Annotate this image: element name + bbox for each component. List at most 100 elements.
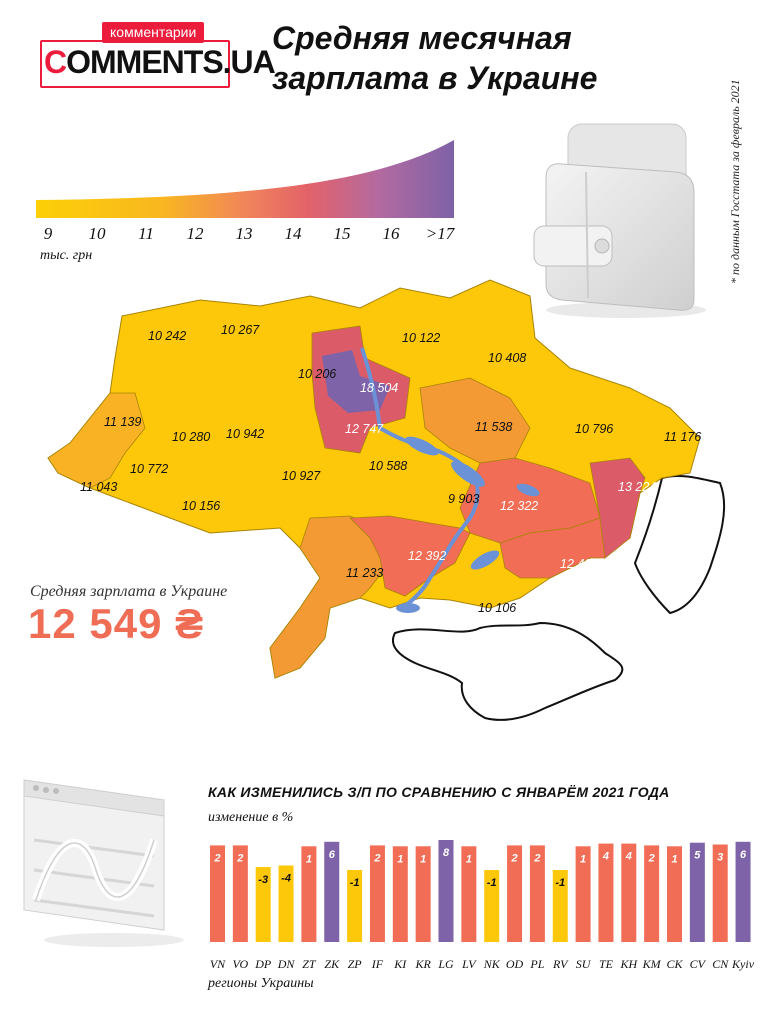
- bar: [621, 843, 637, 942]
- legend-ticks: 9 10 11 12 13 14 15 16 >17: [36, 224, 476, 244]
- bar-data-label: 1: [397, 853, 403, 865]
- map-region-value: 9 903: [448, 492, 479, 506]
- bar-category-label: LG: [437, 957, 454, 971]
- bar-category-label: ZT: [302, 957, 317, 971]
- bar: [507, 845, 523, 942]
- map-region-value: 10 280: [172, 430, 210, 444]
- bar: [484, 870, 500, 942]
- title-line-1: Средняя месячная: [272, 20, 572, 56]
- region-west: [47, 392, 146, 489]
- bar: [347, 870, 363, 942]
- map-labels: 10 242 10 267 10 122 10 206 10 408 18 504 11 1…: [80, 323, 701, 615]
- map-region-value: 11 233: [346, 566, 383, 580]
- bar: [598, 843, 614, 942]
- map-region-value: 10 242: [148, 329, 186, 343]
- map-region-value: 10 106: [478, 601, 516, 615]
- average-value: 12 549 ₴: [28, 600, 205, 647]
- legend-tick: 13: [235, 224, 253, 243]
- bar-data-label: -4: [281, 873, 291, 885]
- legend-tick: >17: [425, 224, 455, 243]
- map-region-value: 10 408: [488, 351, 526, 365]
- legend-tick: 14: [284, 224, 302, 243]
- bar-category-label: NK: [483, 957, 501, 971]
- bar-data-label: 2: [373, 852, 380, 864]
- bar-data-label: 1: [671, 853, 677, 865]
- bar-data-label: 1: [420, 853, 426, 865]
- bar-data-label: 8: [443, 847, 450, 859]
- bar-category-label: CV: [690, 957, 707, 971]
- legend-tick: 15: [333, 224, 351, 243]
- map-region-value: 11 043: [80, 480, 117, 494]
- legend-tick: 10: [88, 224, 106, 243]
- bar: [575, 846, 591, 942]
- bar-data-label: 6: [740, 849, 747, 861]
- crimea-outline: [392, 621, 624, 721]
- bar-data-label: 1: [466, 853, 472, 865]
- bar-data-label: 1: [580, 853, 586, 865]
- ukraine-map: 10 242 10 267 10 122 10 206 10 408 18 504 11 1…: [47, 279, 726, 721]
- map-region-value: 12 322: [500, 499, 538, 513]
- map-region-value: 13 224: [618, 480, 656, 494]
- bar-category-label: IF: [371, 957, 384, 971]
- bar: [735, 841, 751, 942]
- logo: комментарии COMMENTS.UA: [40, 22, 276, 92]
- page-title: Средняя месячная зарплата в Украине: [272, 18, 692, 98]
- source-footnote-text: * по данным Госстата за февраль 2021: [728, 79, 742, 284]
- source-footnote: * по данным Госстата за февраль 2021: [728, 24, 748, 284]
- bar: [392, 846, 408, 942]
- bar-data-label: -1: [487, 877, 497, 889]
- bar: [461, 846, 477, 942]
- donbas-outline: [633, 474, 726, 615]
- bar-category-label: KH: [619, 957, 638, 971]
- map-region-value: 10 156: [182, 499, 220, 513]
- color-legend: 9 10 11 12 13 14 15 16 >17 тыс. грн: [36, 140, 456, 270]
- bar-category-label: KM: [642, 957, 662, 971]
- map-region-value: 10 942: [226, 427, 264, 441]
- bar-data-label: 4: [602, 851, 609, 863]
- chart-xlabel: регионы Украины: [208, 976, 314, 991]
- legend-wedge: [36, 140, 454, 218]
- region-mykolaiv: [349, 515, 471, 597]
- bar-category-label: RV: [552, 957, 569, 971]
- map-region-value: 10 927: [282, 469, 321, 483]
- bar: [644, 845, 660, 942]
- bar-category-label: LV: [461, 957, 477, 971]
- bar-category-label: VN: [210, 957, 226, 971]
- legend-tick: 9: [43, 224, 53, 243]
- bar-data-label: 4: [625, 851, 632, 863]
- bar: [369, 845, 385, 942]
- bar: [689, 842, 705, 942]
- map-region-value: 11 538: [475, 420, 512, 434]
- average-label: Средняя зарплата в Украине: [30, 583, 228, 600]
- map-region-value: 12 392: [408, 549, 446, 563]
- bar-category-label: CN: [712, 957, 729, 971]
- bar-category-label: DN: [277, 957, 296, 971]
- legend-tick: 16: [382, 224, 400, 243]
- wallet-icon: [533, 123, 706, 318]
- bar: [232, 845, 248, 942]
- map-region-value: 10 122: [402, 331, 440, 345]
- bar: [210, 845, 225, 942]
- bar-data-label: 2: [533, 852, 540, 864]
- bar-data-label: -3: [258, 874, 268, 886]
- bar: [301, 846, 317, 942]
- bar: [529, 845, 545, 942]
- legend-tick: 11: [138, 224, 154, 243]
- bar-category-label: Kyiv: [731, 957, 755, 971]
- map-region-value: 10 206: [298, 367, 336, 381]
- map-region-value: 10 588: [369, 459, 407, 473]
- region-zaporizhzhia: [499, 517, 606, 579]
- bar-data-label: 2: [510, 852, 517, 864]
- map-region-value: 11 139: [104, 415, 141, 429]
- bar-category-label: ZK: [324, 957, 340, 971]
- legend-tick: 12: [186, 224, 204, 243]
- logo-rest: OMMENTS.UA: [66, 44, 276, 80]
- bar: [255, 867, 271, 942]
- bar: [415, 846, 431, 942]
- legend-unit: тыс. грн: [40, 248, 93, 263]
- bar-category-label: KI: [393, 957, 407, 971]
- bar-data-label: 2: [236, 852, 243, 864]
- bar: [667, 846, 682, 942]
- bar-category-label: DP: [254, 957, 272, 971]
- chart-title: КАК ИЗМЕНИЛИСЬ З/П ПО СРАВНЕНИЮ С ЯНВАРЁ…: [208, 784, 670, 800]
